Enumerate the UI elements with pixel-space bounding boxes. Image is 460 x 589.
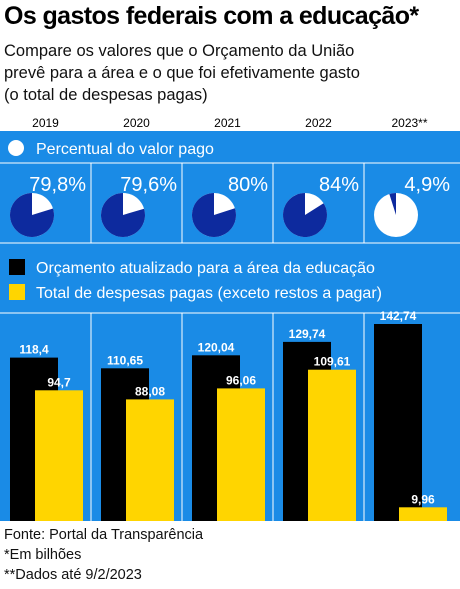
date-note: **Dados até 9/2/2023	[4, 567, 142, 583]
legend-series-label: Orçamento atualizado para a área da educ…	[36, 260, 375, 277]
legend-percent-label: Percentual do valor pago	[36, 141, 214, 158]
percent-label: 4,9%	[404, 174, 450, 196]
percent-label: 84%	[319, 174, 359, 196]
legend-percent-swatch	[8, 140, 24, 156]
bar-budget-value-label: 142,74	[380, 309, 417, 323]
percent-label: 79,6%	[120, 174, 177, 196]
chart-subtitle: Compare os valores que o Orçamento da Un…	[4, 40, 456, 106]
bar-paid	[126, 399, 174, 521]
chart-canvas: Percentual do valor pago 79,8% 79,6% 80% 84%…	[0, 140, 460, 521]
pie-slice-paid	[389, 193, 396, 215]
pie-slice-paid	[283, 193, 328, 237]
year-label: 2019	[32, 116, 59, 130]
bar-paid-value-label: 94,7	[47, 375, 71, 389]
legend-series-swatch	[9, 259, 25, 275]
pie-slice-paid	[191, 193, 236, 238]
bar-paid	[35, 390, 83, 521]
bar-budget-value-label: 110,65	[107, 353, 143, 367]
legend-series-label: Total de despesas pagas (exceto restos a…	[36, 285, 382, 302]
bar-paid	[399, 507, 447, 521]
percent-label: 79,8%	[29, 174, 86, 196]
unit-note: *Em bilhões	[4, 547, 82, 563]
bar-budget-value-label: 120,04	[198, 340, 235, 354]
year-label: 2021	[214, 116, 241, 130]
bar-budget-value-label: 129,74	[289, 327, 326, 341]
year-label: 2022	[305, 116, 332, 130]
bar-paid	[217, 388, 265, 521]
subtitle-line: (o total de despesas pagas)	[4, 86, 208, 104]
legend-series-swatch	[9, 284, 25, 300]
bar-paid-value-label: 88,08	[135, 384, 165, 398]
bar-budget-value-label: 118,4	[19, 343, 49, 357]
bar-paid-value-label: 96,06	[226, 373, 256, 387]
year-header-row: 2019 2020 2021 2022 2023**	[0, 116, 460, 130]
chart-footer: Fonte: Portal da Transparência *Em bilhõ…	[4, 525, 203, 585]
year-label: 2023**	[391, 116, 428, 130]
pie-slice-paid	[101, 193, 146, 237]
bar-paid-value-label: 109,61	[314, 355, 351, 369]
pie-slice-paid	[10, 193, 55, 237]
subtitle-line: prevê para a área e o que foi efetivamen…	[4, 64, 360, 82]
bar-paid-value-label: 9,96	[411, 492, 435, 506]
year-label: 2020	[123, 116, 150, 130]
bar-paid	[308, 369, 356, 521]
bar-budget	[374, 324, 422, 521]
source-note: Fonte: Portal da Transparência	[4, 527, 204, 543]
chart-title: Os gastos federais com a educação*	[4, 2, 419, 30]
subtitle-line: Compare os valores que o Orçamento da Un…	[4, 42, 355, 60]
percent-label: 80%	[228, 174, 268, 196]
